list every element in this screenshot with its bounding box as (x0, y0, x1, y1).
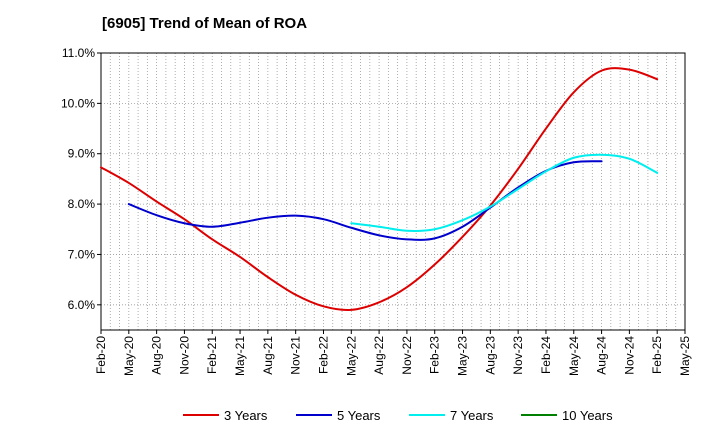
x-tick-label: May-23 (456, 336, 470, 376)
x-tick-label: May-21 (233, 336, 247, 376)
y-tick-label: 7.0% (68, 247, 96, 261)
x-tick-label: Aug-24 (595, 336, 609, 375)
legend-label-7-years: 7 Years (450, 408, 494, 423)
legend-label-3-years: 3 Years (224, 408, 268, 423)
x-tick-label: Feb-25 (650, 336, 664, 374)
y-tick-label: 6.0% (68, 298, 96, 312)
x-tick-label: Nov-24 (622, 336, 636, 375)
x-tick-label: Aug-20 (150, 336, 164, 375)
x-tick-label: Feb-22 (316, 336, 330, 374)
plot-area-border (100, 52, 686, 331)
chart-title: [6905] Trend of Mean of ROA (102, 15, 308, 32)
x-tick-label: Nov-20 (177, 336, 191, 375)
legend-label-5-years: 5 Years (337, 408, 381, 423)
x-tick-label: May-24 (567, 336, 581, 376)
y-tick-label: 11.0% (62, 46, 95, 60)
x-tick-label: Aug-23 (483, 336, 497, 375)
y-tick-label: 8.0% (68, 197, 96, 211)
x-tick-label: Feb-24 (539, 336, 553, 374)
series-line-7-years (350, 153, 659, 232)
series-line-5-years (127, 160, 603, 241)
x-tick-label: May-20 (122, 336, 136, 376)
x-tick-label: Nov-23 (511, 336, 525, 375)
x-tick-label: May-22 (344, 336, 358, 376)
x-tick-label: Feb-23 (428, 336, 442, 374)
x-tick-label: Nov-21 (289, 336, 303, 375)
y-tick-label: 10.0% (61, 96, 95, 110)
x-tick-label: May-25 (678, 336, 692, 376)
x-tick-label: Feb-20 (94, 336, 108, 374)
x-tick-label: Nov-22 (400, 336, 414, 375)
x-tick-label: Aug-21 (261, 336, 275, 375)
legend-label-10-years: 10 Years (562, 408, 613, 423)
y-tick-label: 9.0% (68, 147, 96, 161)
x-tick-label: Aug-22 (372, 336, 386, 375)
x-tick-label: Feb-21 (205, 336, 219, 374)
